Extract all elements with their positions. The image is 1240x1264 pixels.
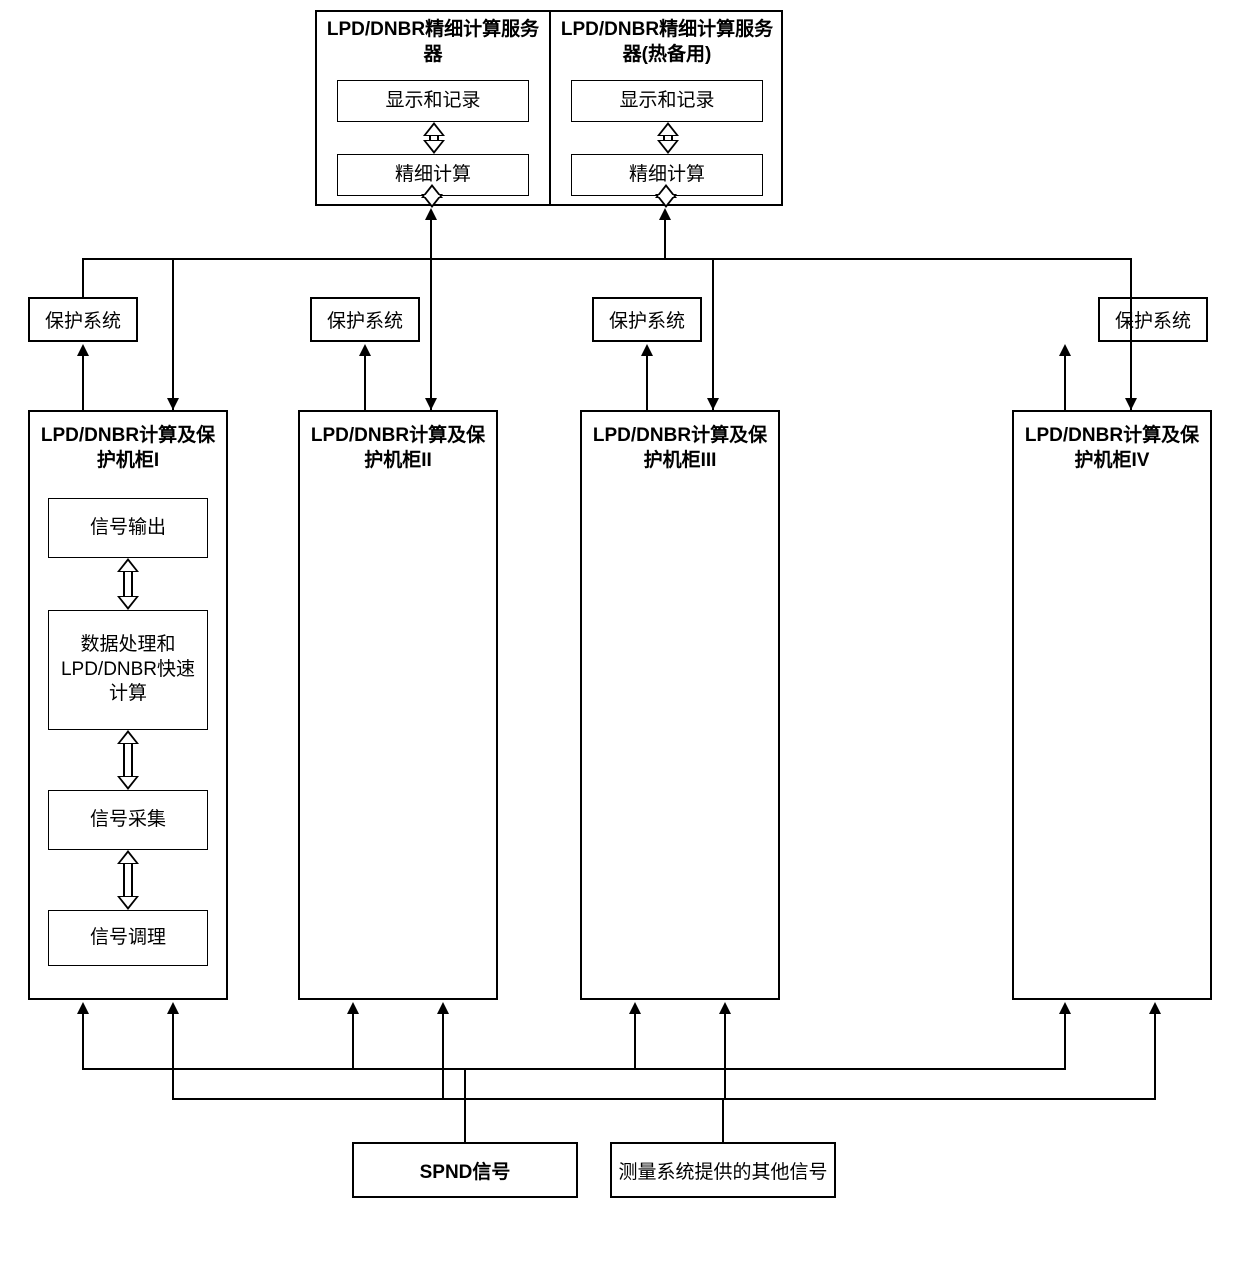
protection-box-1: 保护系统 xyxy=(28,297,138,342)
other-bus xyxy=(172,1098,1156,1100)
cab3-to-prot-head xyxy=(641,344,653,356)
cabinet-2-title: LPD/DNBR计算及保护机柜II xyxy=(304,416,492,481)
top-bus xyxy=(82,258,1132,260)
bus-to-cab4-head xyxy=(1125,398,1137,410)
cabinet-4-title: LPD/DNBR计算及保护机柜IV xyxy=(1018,416,1206,481)
server-primary-inner-arrow xyxy=(423,122,445,154)
srv1-to-bus-head-up xyxy=(425,208,437,220)
spnd-box: SPND信号 xyxy=(352,1142,578,1198)
bus-right-stub xyxy=(1130,258,1132,260)
other-signals-box: 测量系统提供的其他信号 xyxy=(610,1142,836,1198)
cab2-to-prot-head xyxy=(359,344,371,356)
server-standby: LPD/DNBR精细计算服务器(热备用) 显示和记录 精细计算 xyxy=(551,12,783,204)
protection-box-3: 保护系统 xyxy=(592,297,702,342)
cab1-processing: 数据处理和LPD/DNBR快速计算 xyxy=(48,610,208,730)
bus-to-cab4-line xyxy=(1130,260,1132,410)
cabinet-4: LPD/DNBR计算及保护机柜IV xyxy=(1012,410,1212,1000)
cab1-to-prot-head xyxy=(77,344,89,356)
server-primary-bottom-arrow xyxy=(421,184,443,208)
spnd-to-cab1-head xyxy=(77,1002,89,1014)
spnd-to-cab3-head xyxy=(629,1002,641,1014)
spnd-bus xyxy=(82,1068,1066,1070)
other-to-cab2-head xyxy=(437,1002,449,1014)
cabinet-1-title: LPD/DNBR计算及保护机柜I xyxy=(34,416,222,481)
spnd-to-cab4 xyxy=(1064,1012,1066,1068)
cabinet-3: LPD/DNBR计算及保护机柜III xyxy=(580,410,780,1000)
cab1-signal-out: 信号输出 xyxy=(48,498,208,558)
cab3-to-prot-line xyxy=(646,354,648,410)
srv1-to-bus-line xyxy=(430,218,432,258)
spnd-to-cab2 xyxy=(352,1012,354,1068)
server-container: LPD/DNBR精细计算服务器 显示和记录 精细计算 LPD/DNBR精细计算服… xyxy=(315,10,783,206)
bus-to-cab2-line xyxy=(430,260,432,410)
cab1-signal-cond: 信号调理 xyxy=(48,910,208,966)
cabinet-3-title: LPD/DNBR计算及保护机柜III xyxy=(586,416,774,481)
cab2-to-prot-line xyxy=(364,354,366,410)
cab1-to-prot-line xyxy=(82,354,84,410)
spnd-up-line xyxy=(464,1070,466,1142)
spnd-to-cab3 xyxy=(634,1012,636,1068)
srv2-to-bus-line xyxy=(664,218,666,258)
server-standby-inner-arrow xyxy=(657,122,679,154)
spnd-to-cab2-head xyxy=(347,1002,359,1014)
other-to-cab2 xyxy=(442,1012,444,1098)
other-to-cab1-head xyxy=(167,1002,179,1014)
cab4-to-prot-line xyxy=(1064,354,1066,410)
cab1-signal-acq: 信号采集 xyxy=(48,790,208,850)
cab1-arrow-2 xyxy=(117,730,139,790)
server-primary: LPD/DNBR精细计算服务器 显示和记录 精细计算 xyxy=(317,12,549,204)
other-to-cab3-head xyxy=(719,1002,731,1014)
cabinet-2: LPD/DNBR计算及保护机柜II xyxy=(298,410,498,1000)
server-standby-display: 显示和记录 xyxy=(571,80,763,122)
server-primary-display: 显示和记录 xyxy=(337,80,529,122)
other-to-cab4 xyxy=(1154,1012,1156,1098)
bus-left-stub xyxy=(82,258,84,297)
server-standby-title: LPD/DNBR精细计算服务器(热备用) xyxy=(551,12,783,73)
cab4-to-prot-head xyxy=(1059,344,1071,356)
cab1-arrow-3 xyxy=(117,850,139,910)
protection-box-4: 保护系统 xyxy=(1098,297,1208,342)
server-primary-title: LPD/DNBR精细计算服务器 xyxy=(317,12,549,73)
other-to-cab4-head xyxy=(1149,1002,1161,1014)
bus-to-cab1-line xyxy=(172,260,174,410)
bus-to-cab1-head xyxy=(167,398,179,410)
protection-box-2: 保护系统 xyxy=(310,297,420,342)
cab1-arrow-1 xyxy=(117,558,139,610)
spnd-to-cab1 xyxy=(82,1012,84,1068)
srv2-to-bus-head-up xyxy=(659,208,671,220)
bus-to-cab3-head xyxy=(707,398,719,410)
bus-to-cab2-head xyxy=(425,398,437,410)
spnd-to-cab4-head xyxy=(1059,1002,1071,1014)
server-standby-bottom-arrow xyxy=(655,184,677,208)
bus-to-cab3-line xyxy=(712,260,714,410)
other-up-line xyxy=(722,1100,724,1142)
other-to-cab1 xyxy=(172,1012,174,1098)
other-to-cab3 xyxy=(724,1012,726,1098)
